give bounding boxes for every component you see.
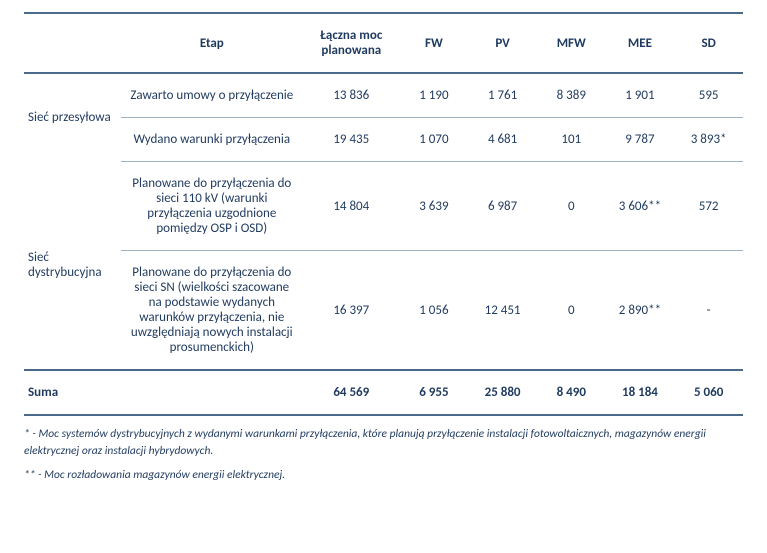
col-header-total: Łączna moc planowana [303,13,400,73]
sum-mfw: 8 490 [537,370,606,415]
table-row: Sieć przesyłowa Zawarto umowy o przyłącz… [24,73,743,118]
sum-pv: 25 880 [468,370,537,415]
table-sum-row: Suma 64 569 6 955 25 880 8 490 18 184 5 … [24,370,743,415]
cell-mee: 3 606** [606,162,675,251]
cell-fw: 1 070 [400,118,469,162]
table-row: Wydano warunki przyłączenia 19 435 1 070… [24,118,743,162]
cell-etap: Planowane do przyłączenia do sieci SN (w… [121,251,303,371]
cell-etap: Planowane do przyłączenia do sieci 110 k… [121,162,303,251]
cell-fw: 1 190 [400,73,469,118]
cell-mfw: 8 389 [537,73,606,118]
col-header-mee: MEE [606,13,675,73]
cell-mfw: 0 [537,162,606,251]
table-row: Sieć dystrybucyjna Planowane do przyłącz… [24,162,743,251]
col-header-etap: Etap [121,13,303,73]
cell-pv: 1 761 [468,73,537,118]
sum-fw: 6 955 [400,370,469,415]
col-header-fw: FW [400,13,469,73]
footnote-2: ** - Moc rozładowania magazynów energii … [24,467,743,484]
cell-pv: 12 451 [468,251,537,371]
cell-mee: 1 901 [606,73,675,118]
table-header-row: Etap Łączna moc planowana FW PV MFW MEE … [24,13,743,73]
col-header-mfw: MFW [537,13,606,73]
cell-total: 14 804 [303,162,400,251]
section-label: Sieć dystrybucyjna [24,162,121,371]
cell-fw: 3 639 [400,162,469,251]
col-header-sd: SD [674,13,743,73]
cell-sd: 595 [674,73,743,118]
col-header-pv: PV [468,13,537,73]
sum-label: Suma [24,370,303,415]
cell-pv: 4 681 [468,118,537,162]
cell-total: 16 397 [303,251,400,371]
cell-mfw: 0 [537,251,606,371]
cell-mee: 2 890** [606,251,675,371]
cell-fw: 1 056 [400,251,469,371]
cell-sd: 3 893* [674,118,743,162]
footnote-1: * - Moc systemów dystrybucyjnych z wydan… [24,426,743,461]
cell-sd: - [674,251,743,371]
cell-sd: 572 [674,162,743,251]
power-planning-table: Etap Łączna moc planowana FW PV MFW MEE … [24,12,743,416]
section-label: Sieć przesyłowa [24,73,121,162]
cell-pv: 6 987 [468,162,537,251]
col-header-empty [24,13,121,73]
cell-etap: Zawarto umowy o przyłączenie [121,73,303,118]
footnotes: * - Moc systemów dystrybucyjnych z wydan… [24,426,743,484]
sum-total: 64 569 [303,370,400,415]
cell-etap: Wydano warunki przyłączenia [121,118,303,162]
sum-sd: 5 060 [674,370,743,415]
cell-mee: 9 787 [606,118,675,162]
sum-mee: 18 184 [606,370,675,415]
table-row: Planowane do przyłączenia do sieci SN (w… [24,251,743,371]
cell-total: 13 836 [303,73,400,118]
cell-total: 19 435 [303,118,400,162]
cell-mfw: 101 [537,118,606,162]
